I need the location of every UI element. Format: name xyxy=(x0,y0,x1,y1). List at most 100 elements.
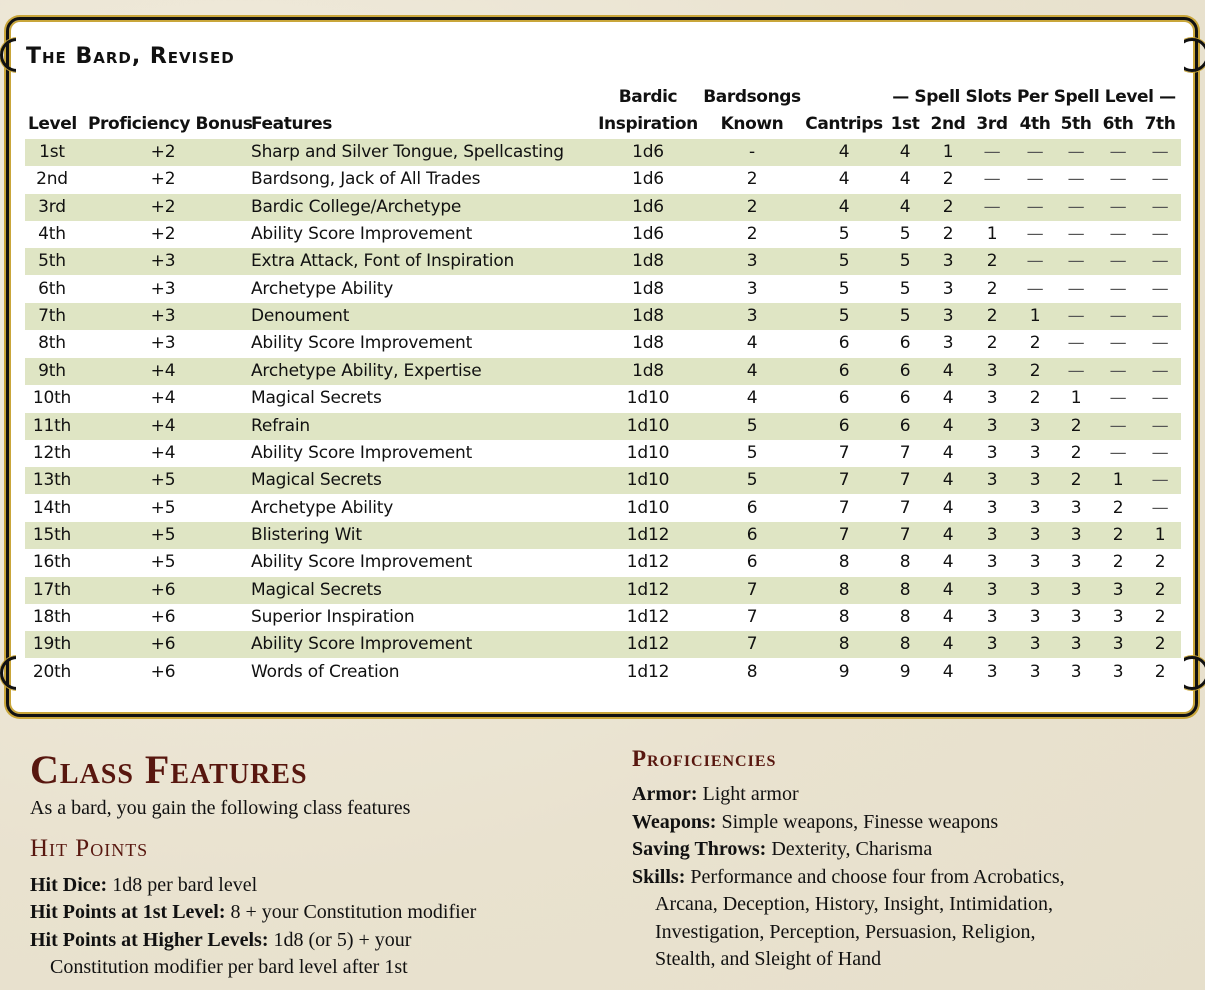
header-proficiency: Proficiency Bonus xyxy=(88,114,253,134)
inspiration-cell: 1d6 xyxy=(632,196,664,217)
bardsongs-cell: 4 xyxy=(746,388,758,409)
saving-throws: Saving Throws: Dexterity, Charisma xyxy=(632,836,932,863)
spell-slot-cell: 2 xyxy=(1070,470,1082,491)
spell-slot-cell: 5 xyxy=(899,251,911,272)
spell-slot-cell: 3 xyxy=(986,470,998,491)
proficiency-cell: +3 xyxy=(150,251,176,272)
inspiration-cell: 1d10 xyxy=(626,497,670,518)
label: Weapons: xyxy=(632,811,717,833)
spell-slot-cell: 2 xyxy=(1112,497,1124,518)
spell-slot-cell: — xyxy=(1151,224,1169,245)
hit-points-heading: Hit Points xyxy=(30,835,149,862)
header-cantrips: Cantrips xyxy=(805,114,883,134)
class-features-intro: As a bard, you gain the following class … xyxy=(30,797,411,819)
spell-slot-cell: 4 xyxy=(942,497,954,518)
table-row: 18th +6 Superior Inspiration 1d12 7 8 8 4 3 3 3 3 2 xyxy=(25,604,1181,631)
cantrips-cell: 7 xyxy=(838,470,850,491)
spell-slot-cell: 6 xyxy=(899,388,911,409)
spell-slot-cell: 3 xyxy=(1029,470,1041,491)
spell-slot-cell: 5 xyxy=(899,224,911,245)
cantrips-cell: 4 xyxy=(838,169,850,190)
cantrips-cell: 4 xyxy=(838,142,850,162)
level-cell: 14th xyxy=(32,497,72,518)
spell-slot-cell: — xyxy=(1109,333,1127,354)
bardsongs-cell: 5 xyxy=(746,415,758,436)
spell-slot-cell: — xyxy=(1151,333,1169,354)
bardsongs-cell: 5 xyxy=(746,470,758,491)
spell-slot-cell: 1 xyxy=(1112,470,1124,491)
header-slot-7th: 7th xyxy=(1144,114,1176,134)
features-cell: Extra Attack, Font of Inspiration xyxy=(251,251,515,272)
spell-slot-cell: 8 xyxy=(899,634,911,655)
header-bardsongs: Bardsongs xyxy=(703,87,801,107)
spell-slot-cell: 2 xyxy=(1154,606,1166,627)
skills-cont: Investigation, Perception, Persuasion, R… xyxy=(655,921,1036,943)
spell-slot-cell: 3 xyxy=(1029,579,1041,600)
spell-slot-cell: — xyxy=(1151,196,1169,217)
spell-slot-cell: 3 xyxy=(1112,579,1124,600)
spell-slot-cell: — xyxy=(1151,306,1169,327)
inspiration-cell: 1d8 xyxy=(632,306,664,327)
header-inspiration: Inspiration xyxy=(598,114,698,134)
proficiency-cell: +5 xyxy=(150,552,176,573)
inspiration-cell: 1d12 xyxy=(626,661,670,682)
spell-slot-cell: — xyxy=(1026,251,1044,272)
proficiency-cell: +6 xyxy=(150,579,176,600)
cantrips-cell: 6 xyxy=(838,333,850,354)
spell-slot-cell: — xyxy=(1109,415,1127,436)
header-slot-5th: 5th xyxy=(1060,114,1092,134)
spell-slot-cell: — xyxy=(1151,251,1169,272)
spell-slot-cell: 6 xyxy=(899,360,911,381)
cantrips-cell: 7 xyxy=(838,524,850,545)
spell-slot-cell: 2 xyxy=(942,224,954,245)
spell-slot-cell: 3 xyxy=(986,634,998,655)
proficiencies-heading: Proficiencies xyxy=(632,746,777,771)
cantrips-cell: 5 xyxy=(838,278,850,299)
spell-slot-cell: — xyxy=(1109,169,1127,190)
spell-slot-cell: 8 xyxy=(899,606,911,627)
spell-slot-cell: 4 xyxy=(942,606,954,627)
proficiency-cell: +2 xyxy=(150,169,176,190)
spell-slot-cell: — xyxy=(1026,169,1044,190)
spell-slot-cell: 3 xyxy=(1070,661,1082,682)
spell-slot-cell: 5 xyxy=(899,278,911,299)
spell-slot-cell: 2 xyxy=(942,196,954,217)
spell-slot-cell: — xyxy=(1151,470,1169,491)
cantrips-cell: 5 xyxy=(838,306,850,327)
value: Performance and choose four from Acrobat… xyxy=(690,866,1065,888)
header-spell-slots: — Spell Slots Per Spell Level — xyxy=(892,87,1176,107)
level-cell: 11th xyxy=(32,415,72,436)
features-cell: Ability Score Improvement xyxy=(251,634,473,655)
bardsongs-cell: 7 xyxy=(746,606,758,627)
spell-slot-cell: — xyxy=(1026,278,1044,299)
table-row: 5th +3 Extra Attack, Font of Inspiration 1d… xyxy=(25,248,1181,276)
spell-slot-cell: 2 xyxy=(986,333,998,354)
bardsongs-cell: 6 xyxy=(746,497,758,518)
level-cell: 10th xyxy=(32,388,72,409)
features-cell: Ability Score Improvement xyxy=(251,552,473,573)
spell-slot-cell: 4 xyxy=(942,579,954,600)
hit-dice: Hit Dice: 1d8 per bard level xyxy=(30,872,257,899)
level-cell: 12th xyxy=(32,442,72,463)
features-cell: Bardic College/Archetype xyxy=(251,196,462,217)
spell-slot-cell: 3 xyxy=(986,661,998,682)
spell-slot-cell: 1 xyxy=(1154,524,1166,545)
armor-proficiency: Armor: Light armor xyxy=(632,781,799,808)
header-features: Features xyxy=(251,114,332,134)
spell-slot-cell: — xyxy=(1067,333,1085,354)
spell-slot-cell: 3 xyxy=(1029,634,1041,655)
spell-slot-cell: 3 xyxy=(1070,497,1082,518)
header-slot-1st: 1st xyxy=(890,114,920,134)
features-cell: Archetype Ability xyxy=(251,278,394,299)
value: 1d8 per bard level xyxy=(112,874,258,896)
value: Simple weapons, Finesse weapons xyxy=(721,811,999,833)
bardsongs-cell: 5 xyxy=(746,442,758,463)
cantrips-cell: 8 xyxy=(838,552,850,573)
spell-slot-cell: — xyxy=(1026,196,1044,217)
inspiration-cell: 1d8 xyxy=(632,278,664,299)
label: Hit Dice: xyxy=(30,874,108,896)
spell-slot-cell: 2 xyxy=(942,169,954,190)
spell-slot-cell: 3 xyxy=(986,415,998,436)
spell-slot-cell: 1 xyxy=(1070,388,1082,409)
spell-slot-cell: — xyxy=(983,142,1001,162)
